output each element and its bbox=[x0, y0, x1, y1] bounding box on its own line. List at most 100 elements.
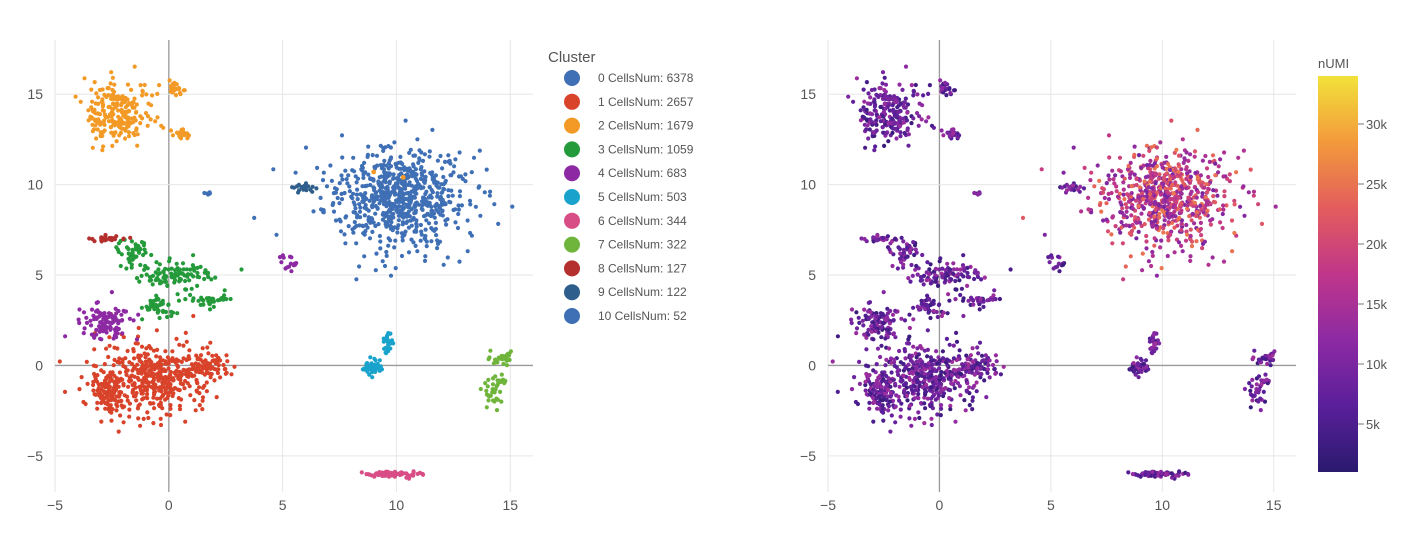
data-point bbox=[166, 366, 171, 371]
data-point bbox=[137, 279, 142, 284]
data-point bbox=[889, 370, 894, 375]
data-point bbox=[501, 361, 506, 366]
data-point bbox=[423, 254, 428, 259]
data-point bbox=[1157, 341, 1162, 346]
data-point bbox=[126, 384, 131, 389]
data-point bbox=[393, 238, 398, 243]
data-point bbox=[1160, 208, 1165, 213]
data-point bbox=[1223, 174, 1228, 179]
data-point bbox=[956, 272, 961, 277]
data-point bbox=[1161, 181, 1166, 186]
data-point bbox=[871, 337, 876, 342]
data-point bbox=[387, 199, 392, 205]
data-point bbox=[145, 410, 150, 415]
legend-swatch bbox=[564, 93, 580, 110]
data-point bbox=[1189, 202, 1194, 207]
data-point bbox=[204, 389, 209, 394]
data-point bbox=[1167, 215, 1172, 220]
data-point bbox=[484, 167, 489, 172]
data-point bbox=[430, 210, 435, 215]
data-point bbox=[1197, 215, 1202, 220]
data-point bbox=[1042, 232, 1047, 237]
data-point bbox=[883, 82, 889, 87]
data-point bbox=[403, 118, 408, 123]
data-point bbox=[112, 397, 117, 402]
data-point bbox=[121, 308, 126, 313]
data-point bbox=[371, 369, 376, 374]
data-point bbox=[407, 199, 412, 204]
data-point bbox=[1176, 169, 1181, 174]
data-point bbox=[94, 316, 99, 321]
data-point bbox=[171, 391, 176, 396]
data-point bbox=[144, 272, 149, 277]
data-point bbox=[102, 396, 107, 401]
data-point bbox=[108, 125, 113, 130]
data-point bbox=[406, 209, 411, 214]
data-point bbox=[77, 387, 82, 392]
data-point bbox=[205, 345, 210, 350]
data-point bbox=[867, 406, 872, 411]
data-point bbox=[1153, 219, 1158, 224]
data-point bbox=[1171, 203, 1176, 208]
data-point bbox=[388, 346, 393, 351]
data-point bbox=[416, 160, 421, 165]
data-point bbox=[993, 353, 999, 358]
data-point bbox=[888, 390, 894, 395]
data-point bbox=[1124, 205, 1129, 210]
data-point bbox=[860, 318, 865, 323]
data-point bbox=[1089, 170, 1094, 175]
data-point bbox=[107, 335, 112, 340]
data-point bbox=[1164, 171, 1169, 176]
data-point bbox=[100, 108, 105, 113]
data-point bbox=[129, 116, 134, 121]
data-point bbox=[232, 364, 237, 369]
data-point bbox=[90, 236, 95, 242]
data-point bbox=[164, 412, 169, 417]
data-point bbox=[144, 346, 149, 351]
data-point bbox=[1251, 355, 1256, 360]
data-point bbox=[495, 382, 500, 387]
data-point bbox=[1129, 194, 1134, 199]
data-point bbox=[374, 197, 379, 202]
data-point bbox=[445, 217, 450, 222]
data-point bbox=[393, 162, 399, 167]
data-point bbox=[931, 298, 936, 303]
data-point bbox=[1081, 186, 1087, 191]
data-point bbox=[187, 348, 192, 353]
data-point bbox=[898, 134, 903, 139]
data-point bbox=[417, 156, 422, 161]
data-point bbox=[485, 384, 490, 389]
data-point bbox=[1110, 168, 1115, 173]
data-point bbox=[888, 429, 893, 434]
data-point bbox=[442, 159, 448, 164]
data-point bbox=[1185, 471, 1191, 477]
y-tick-label: −5 bbox=[27, 448, 43, 464]
data-point bbox=[353, 206, 358, 211]
data-point bbox=[372, 356, 377, 361]
data-point bbox=[902, 389, 907, 394]
data-point bbox=[915, 111, 920, 116]
data-point bbox=[1133, 198, 1139, 203]
data-point bbox=[915, 380, 920, 385]
data-point bbox=[859, 236, 864, 241]
data-point bbox=[866, 316, 871, 321]
data-point bbox=[200, 359, 205, 364]
data-point bbox=[900, 378, 905, 383]
data-point bbox=[153, 382, 158, 387]
data-point bbox=[208, 296, 213, 302]
data-point bbox=[1201, 210, 1206, 215]
data-point bbox=[126, 124, 131, 129]
data-point bbox=[901, 265, 906, 270]
data-point bbox=[958, 371, 964, 377]
data-point bbox=[966, 362, 971, 367]
data-point bbox=[1172, 150, 1177, 155]
data-point bbox=[898, 130, 903, 135]
data-point bbox=[441, 199, 446, 204]
data-point bbox=[1193, 170, 1198, 176]
data-point bbox=[176, 298, 182, 303]
data-point bbox=[892, 121, 898, 126]
data-point bbox=[922, 401, 927, 406]
data-point bbox=[978, 375, 983, 380]
